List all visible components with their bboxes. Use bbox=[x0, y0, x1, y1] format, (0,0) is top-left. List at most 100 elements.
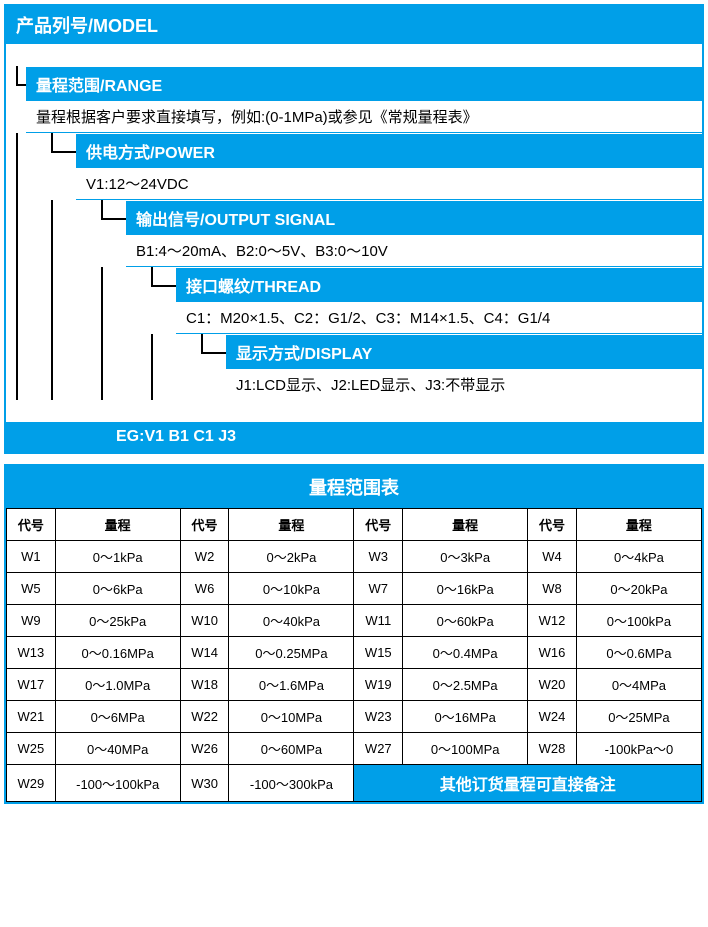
col-header-code: 代号 bbox=[528, 509, 577, 541]
value-cell: 0～4kPa bbox=[576, 541, 701, 573]
col-header-value: 量程 bbox=[576, 509, 701, 541]
branch-text: C1：M20×1.5、C2：G1/2、C3：M14×1.5、C4：G1/4 bbox=[176, 302, 702, 334]
value-cell: 0～2kPa bbox=[229, 541, 354, 573]
spacer bbox=[6, 400, 702, 422]
code-cell: W19 bbox=[354, 669, 403, 701]
table-note: 其他订货量程可直接备注 bbox=[354, 765, 702, 802]
branch-text-row: C1：M20×1.5、C2：G1/2、C3：M14×1.5、C4：G1/4 bbox=[6, 302, 702, 334]
code-cell: W1 bbox=[7, 541, 56, 573]
table-row: W250～40MPaW260～60MPaW270～100MPaW28-100kP… bbox=[7, 733, 702, 765]
code-cell: W28 bbox=[528, 733, 577, 765]
value-cell: 0～25MPa bbox=[576, 701, 701, 733]
branch-header-row: 显示方式/DISPLAY bbox=[6, 334, 702, 369]
table-row: W10～1kPaW20～2kPaW30～3kPaW40～4kPa bbox=[7, 541, 702, 573]
table-row-last: W29-100～100kPaW30-100～300kPa其他订货量程可直接备注 bbox=[7, 765, 702, 802]
value-cell: -100～100kPa bbox=[55, 765, 180, 802]
col-header-value: 量程 bbox=[55, 509, 180, 541]
value-cell: 0～100kPa bbox=[576, 605, 701, 637]
value-cell: -100～300kPa bbox=[229, 765, 354, 802]
value-cell: 0～0.25MPa bbox=[229, 637, 354, 669]
code-cell: W4 bbox=[528, 541, 577, 573]
table-body: W10～1kPaW20～2kPaW30～3kPaW40～4kPaW50～6kPa… bbox=[7, 541, 702, 802]
branch-header-row: 量程范围/RANGE bbox=[6, 66, 702, 101]
table-row: W130～0.16MPaW140～0.25MPaW150～0.4MPaW160～… bbox=[7, 637, 702, 669]
branch-header-row: 接口螺纹/THREAD bbox=[6, 267, 702, 302]
code-cell: W30 bbox=[180, 765, 229, 802]
code-cell: W2 bbox=[180, 541, 229, 573]
col-header-value: 量程 bbox=[229, 509, 354, 541]
branch-header-row: 输出信号/OUTPUT SIGNAL bbox=[6, 200, 702, 235]
branch-text: B1:4～20mA、B2:0～5V、B3:0～10V bbox=[126, 235, 702, 267]
code-cell: W6 bbox=[180, 573, 229, 605]
value-cell: 0～0.16MPa bbox=[55, 637, 180, 669]
code-cell: W9 bbox=[7, 605, 56, 637]
col-header-code: 代号 bbox=[7, 509, 56, 541]
table-row: W50～6kPaW60～10kPaW70～16kPaW80～20kPa bbox=[7, 573, 702, 605]
col-header-code: 代号 bbox=[354, 509, 403, 541]
col-header-value: 量程 bbox=[403, 509, 528, 541]
code-cell: W7 bbox=[354, 573, 403, 605]
value-cell: 0～16MPa bbox=[403, 701, 528, 733]
branch-title: 接口螺纹/THREAD bbox=[176, 267, 702, 302]
table-row: W210～6MPaW220～10MPaW230～16MPaW240～25MPa bbox=[7, 701, 702, 733]
branch-text-row: 量程根据客户要求直接填写，例如:(0-1MPa)或参见《常规量程表》 bbox=[6, 101, 702, 133]
value-cell: 0～3kPa bbox=[403, 541, 528, 573]
code-cell: W8 bbox=[528, 573, 577, 605]
branch-text-row: B1:4～20mA、B2:0～5V、B3:0～10V bbox=[6, 235, 702, 267]
table-title: 量程范围表 bbox=[6, 466, 702, 508]
code-cell: W16 bbox=[528, 637, 577, 669]
value-cell: 0～60kPa bbox=[403, 605, 528, 637]
range-table-panel: 量程范围表 代号量程代号量程代号量程代号量程 W10～1kPaW20～2kPaW… bbox=[4, 464, 704, 804]
code-cell: W18 bbox=[180, 669, 229, 701]
value-cell: 0～25kPa bbox=[55, 605, 180, 637]
code-cell: W25 bbox=[7, 733, 56, 765]
value-cell: 0～40MPa bbox=[55, 733, 180, 765]
model-code-panel: 产品列号/MODEL 量程范围/RANGE量程根据客户要求直接填写，例如:(0-… bbox=[4, 4, 704, 454]
code-cell: W15 bbox=[354, 637, 403, 669]
branch-text-row: J1:LCD显示、J2:LED显示、J3:不带显示 bbox=[6, 369, 702, 400]
code-cell: W11 bbox=[354, 605, 403, 637]
table-header-row: 代号量程代号量程代号量程代号量程 bbox=[7, 509, 702, 541]
code-cell: W17 bbox=[7, 669, 56, 701]
value-cell: 0～4MPa bbox=[576, 669, 701, 701]
code-cell: W12 bbox=[528, 605, 577, 637]
value-cell: 0～60MPa bbox=[229, 733, 354, 765]
value-cell: 0～40kPa bbox=[229, 605, 354, 637]
code-cell: W3 bbox=[354, 541, 403, 573]
branch-title: 量程范围/RANGE bbox=[26, 66, 702, 101]
code-cell: W13 bbox=[7, 637, 56, 669]
code-cell: W21 bbox=[7, 701, 56, 733]
table-row: W170～1.0MPaW180～1.6MPaW190～2.5MPaW200～4M… bbox=[7, 669, 702, 701]
value-cell: 0～10MPa bbox=[229, 701, 354, 733]
model-tree: 量程范围/RANGE量程根据客户要求直接填写，例如:(0-1MPa)或参见《常规… bbox=[6, 66, 702, 400]
value-cell: 0～20kPa bbox=[576, 573, 701, 605]
code-cell: W20 bbox=[528, 669, 577, 701]
value-cell: -100kPa～0 bbox=[576, 733, 701, 765]
code-cell: W26 bbox=[180, 733, 229, 765]
value-cell: 0～1.0MPa bbox=[55, 669, 180, 701]
value-cell: 0～2.5MPa bbox=[403, 669, 528, 701]
value-cell: 0～0.6MPa bbox=[576, 637, 701, 669]
code-cell: W5 bbox=[7, 573, 56, 605]
branch-header-row: 供电方式/POWER bbox=[6, 133, 702, 168]
value-cell: 0～6kPa bbox=[55, 573, 180, 605]
value-cell: 0～1kPa bbox=[55, 541, 180, 573]
branch-text: J1:LCD显示、J2:LED显示、J3:不带显示 bbox=[226, 369, 702, 400]
value-cell: 0～0.4MPa bbox=[403, 637, 528, 669]
branch-text-row: V1:12～24VDC bbox=[6, 168, 702, 200]
value-cell: 0～10kPa bbox=[229, 573, 354, 605]
code-cell: W14 bbox=[180, 637, 229, 669]
panel-title: 产品列号/MODEL bbox=[6, 6, 702, 44]
value-cell: 0～1.6MPa bbox=[229, 669, 354, 701]
value-cell: 0～100MPa bbox=[403, 733, 528, 765]
branch-title: 输出信号/OUTPUT SIGNAL bbox=[126, 200, 702, 235]
code-cell: W27 bbox=[354, 733, 403, 765]
branch-title: 显示方式/DISPLAY bbox=[226, 334, 702, 369]
branch-title: 供电方式/POWER bbox=[76, 133, 702, 168]
code-cell: W22 bbox=[180, 701, 229, 733]
example-row: EG:V1 B1 C1 J3 bbox=[6, 422, 702, 452]
table-row: W90～25kPaW100～40kPaW110～60kPaW120～100kPa bbox=[7, 605, 702, 637]
branch-text: 量程根据客户要求直接填写，例如:(0-1MPa)或参见《常规量程表》 bbox=[26, 101, 702, 133]
code-cell: W23 bbox=[354, 701, 403, 733]
branch-text: V1:12～24VDC bbox=[76, 168, 702, 200]
